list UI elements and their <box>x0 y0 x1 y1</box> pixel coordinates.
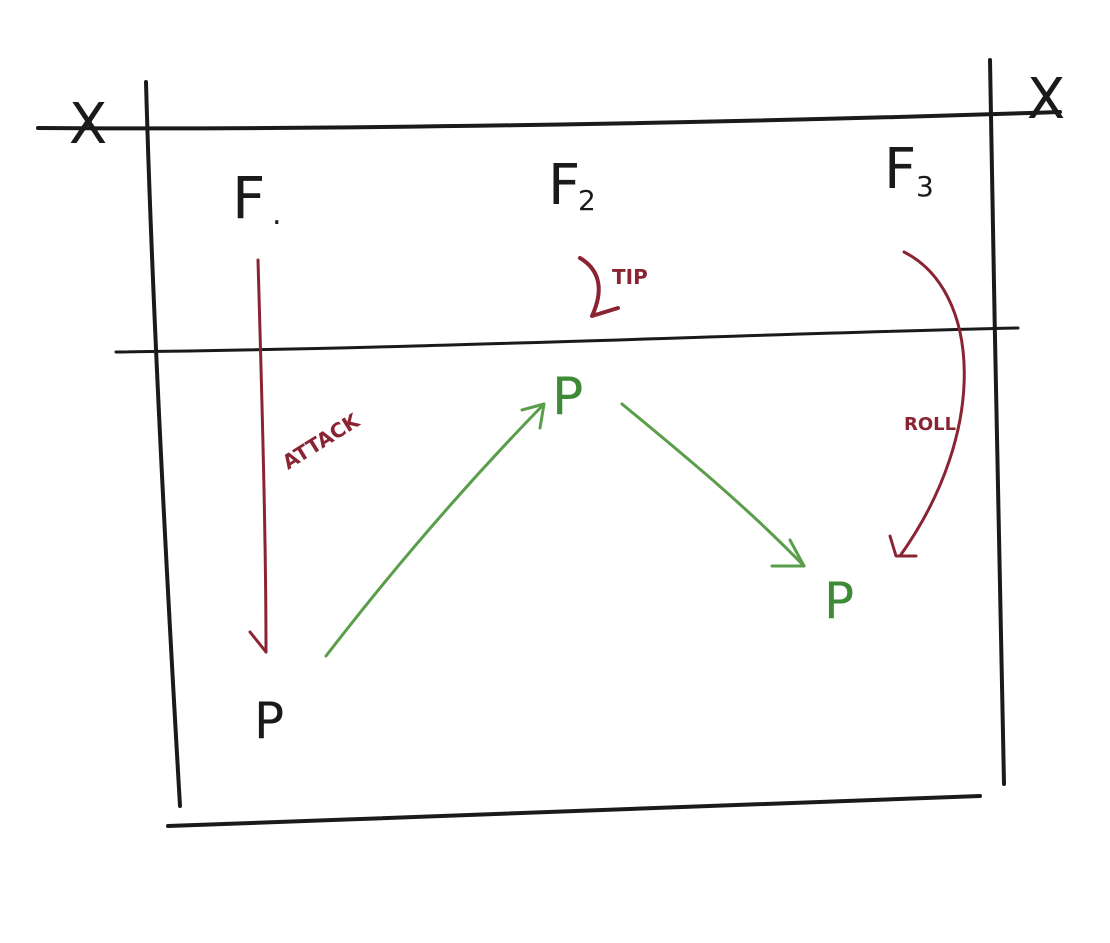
attack-line <box>114 326 1020 354</box>
attack-arrow <box>248 258 268 654</box>
tip-label: TIP <box>612 265 648 289</box>
zone-f3-label: F <box>884 137 916 202</box>
left-sideline <box>144 80 182 808</box>
zone-f1-dot: . <box>272 197 282 232</box>
net-marker-right: X <box>1027 67 1065 132</box>
net-marker-left: X <box>69 92 107 157</box>
tip-arrow <box>578 256 620 318</box>
right-sideline <box>988 58 1006 786</box>
zone-f3-sub: 3 <box>916 170 934 203</box>
net-line <box>36 110 1062 131</box>
roll-arrow <box>888 250 966 558</box>
player-back: P <box>254 692 284 750</box>
zone-f1-label: F <box>232 164 265 232</box>
pass-arrow-down <box>620 402 806 568</box>
baseline <box>166 794 982 828</box>
player-setter: P <box>552 367 583 427</box>
roll-label: ROLL <box>904 414 956 435</box>
zone-f2-label: F <box>548 153 580 218</box>
attack-label: ATTACK <box>278 408 365 475</box>
player-right: P <box>824 572 854 630</box>
zone-f2-sub: 2 <box>578 184 596 217</box>
pass-arrow-up <box>324 402 546 658</box>
